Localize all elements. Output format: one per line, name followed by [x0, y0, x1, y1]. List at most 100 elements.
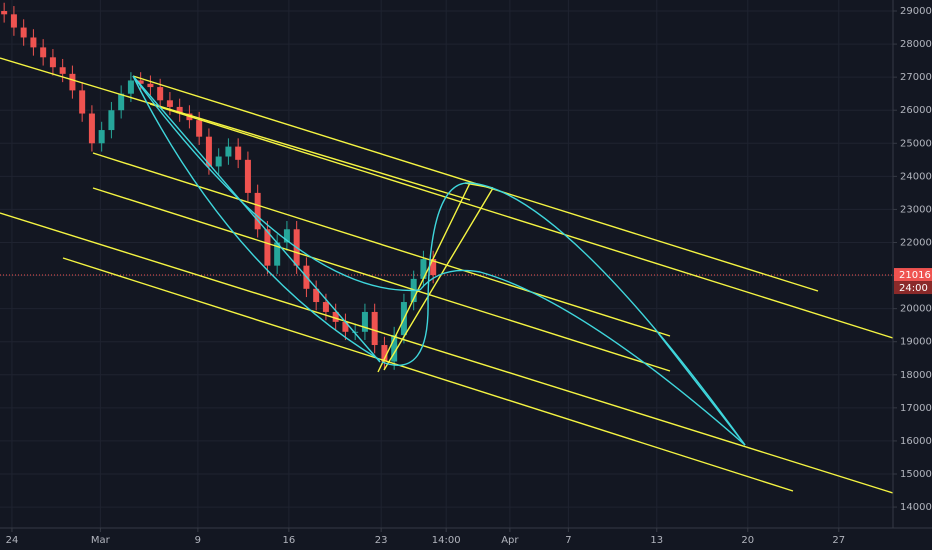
y-tick-label: 23000	[900, 204, 932, 215]
candle	[69, 65, 76, 99]
candle-body	[196, 120, 203, 137]
candle	[88, 105, 95, 152]
curve	[132, 75, 381, 361]
candle-body	[176, 106, 183, 114]
y-tick-label: 27000	[900, 72, 932, 83]
candle	[98, 121, 105, 152]
candle	[361, 303, 368, 341]
trend-line	[383, 187, 494, 371]
candle-body	[371, 311, 378, 346]
candle-body	[10, 14, 17, 28]
y-tick-label: 17000	[900, 403, 932, 414]
x-tick-label: 27	[832, 535, 845, 546]
candle	[225, 138, 232, 165]
x-tick-label: 9	[195, 535, 201, 546]
candle	[20, 19, 27, 46]
candle	[40, 39, 47, 66]
candle	[137, 72, 144, 93]
candle	[420, 250, 427, 288]
candle-body	[30, 37, 37, 48]
x-tick-label: Apr	[501, 535, 519, 546]
y-tick-label: 25000	[900, 138, 932, 149]
candle-body	[98, 130, 105, 144]
candle	[313, 280, 320, 311]
x-tick-label: 7	[565, 535, 571, 546]
candle-body	[1, 11, 8, 15]
candle-body	[264, 229, 271, 266]
candle	[215, 148, 222, 175]
candle-body	[88, 113, 95, 144]
grid	[0, 0, 893, 528]
candle-body	[205, 136, 212, 167]
y-tick-label: 20000	[900, 304, 932, 315]
candle-body	[274, 242, 281, 266]
candle-body	[420, 259, 427, 279]
candle-body	[254, 192, 261, 230]
candle-body	[361, 311, 368, 332]
candle	[371, 303, 378, 354]
trend-line	[62, 257, 794, 492]
candle	[147, 75, 154, 96]
candle-body	[215, 156, 222, 167]
x-tick-label: 16	[283, 535, 296, 546]
candle-body	[391, 335, 398, 362]
candle-body	[225, 146, 232, 157]
curve	[419, 269, 746, 446]
candle	[391, 326, 398, 370]
y-tick-label: 18000	[900, 370, 932, 381]
candle-body	[244, 159, 251, 193]
x-tick-label: 14:00	[432, 535, 461, 546]
candle	[10, 6, 17, 36]
candle	[1, 2, 8, 23]
candle	[235, 138, 242, 169]
candle	[264, 221, 271, 274]
countdown-box	[894, 281, 932, 295]
trend-line	[92, 152, 671, 337]
candle-body	[283, 229, 290, 243]
candle	[283, 221, 290, 251]
candle	[342, 313, 349, 341]
curve	[132, 75, 381, 363]
x-tick-label: 20	[741, 535, 754, 546]
last-price-label: 21016	[899, 270, 931, 281]
trend-line	[0, 57, 471, 201]
candle	[176, 98, 183, 122]
x-tick-label: Mar	[91, 535, 111, 546]
y-tick-label: 14000	[900, 502, 932, 513]
y-tick-label: 29000	[900, 6, 932, 17]
candle-body	[342, 321, 349, 332]
candle-body	[69, 73, 76, 91]
y-tick-label: 24000	[900, 171, 932, 182]
curve	[657, 332, 746, 446]
candle-body	[322, 302, 329, 312]
candle	[59, 58, 66, 83]
labels: 1400015000160001700018000190002000021000…	[6, 6, 932, 546]
curve	[381, 182, 746, 446]
candle-body	[79, 90, 86, 114]
y-tick-label: 19000	[900, 337, 932, 348]
countdown-label: 24:00	[899, 283, 928, 294]
candle-body	[127, 80, 134, 94]
candle-body	[166, 100, 173, 107]
y-tick-label: 15000	[900, 469, 932, 480]
candle	[332, 303, 339, 331]
candle	[49, 49, 56, 76]
drawings	[0, 57, 894, 494]
candle-body	[381, 345, 388, 362]
candle	[166, 92, 173, 116]
candle	[108, 101, 115, 139]
candle-body	[235, 146, 242, 160]
candle-body	[40, 47, 47, 58]
candle	[118, 85, 125, 119]
candle-body	[49, 57, 56, 68]
trend-line	[149, 103, 894, 339]
candle	[196, 111, 203, 145]
curve	[132, 75, 421, 292]
y-tick-label: 22000	[900, 238, 932, 249]
x-tick-label: 24	[6, 535, 19, 546]
candle-body	[108, 110, 115, 131]
candle-body	[157, 87, 164, 101]
candle-body	[313, 288, 320, 303]
